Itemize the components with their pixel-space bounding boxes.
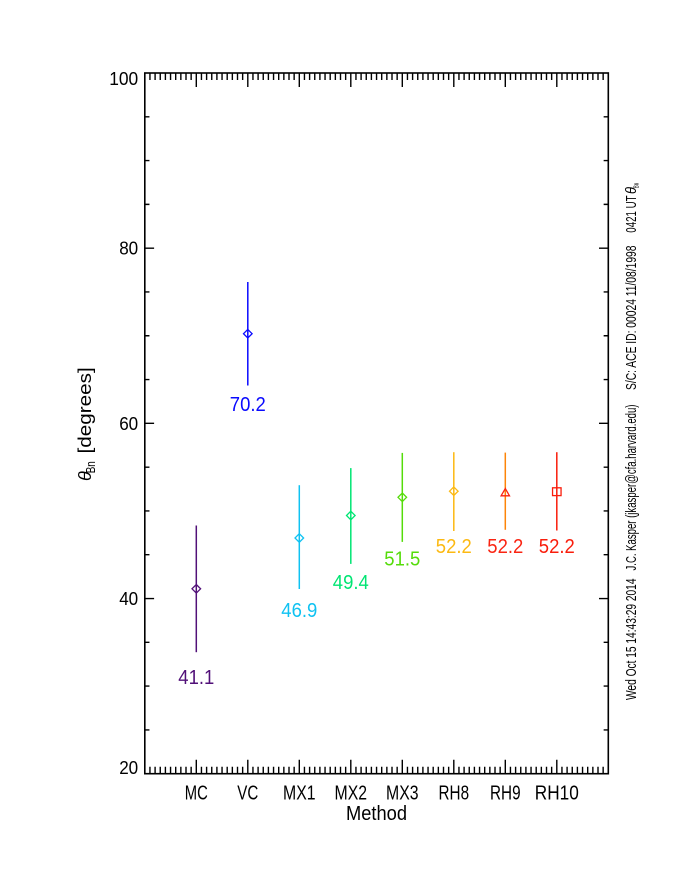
svg-text:52.2: 52.2 [539, 536, 575, 558]
svg-text:θBn [degrees]: θBn [degrees] [75, 367, 98, 481]
svg-text:RH9: RH9 [490, 782, 521, 804]
svg-text:52.2: 52.2 [436, 536, 472, 558]
svg-text:MX1: MX1 [283, 782, 316, 804]
svg-text:RH10: RH10 [535, 782, 579, 804]
svg-text:MX3: MX3 [386, 782, 419, 804]
svg-text:θ: θ [623, 187, 640, 194]
svg-text:VC: VC [237, 782, 258, 804]
svg-text:Bn: Bn [634, 183, 641, 189]
svg-text:Wed Oct 15 14:43:29 2014: Wed Oct 15 14:43:29 2014 [623, 579, 640, 701]
svg-text:52.2: 52.2 [487, 536, 523, 558]
svg-text:49.4: 49.4 [333, 572, 369, 594]
svg-text:J.C. Kasper (jkasper@cfa.harva: J.C. Kasper (jkasper@cfa.harvard.edu) [623, 405, 640, 571]
svg-text:RH8: RH8 [439, 782, 470, 804]
svg-text:51.5: 51.5 [384, 549, 420, 571]
svg-text:MX2: MX2 [335, 782, 368, 804]
svg-text:60: 60 [119, 414, 138, 434]
svg-text:Method: Method [346, 803, 407, 825]
svg-text:41.1: 41.1 [178, 667, 214, 689]
svg-text:20: 20 [119, 758, 138, 778]
svg-text:S/C: ACE ID: 00024 11/08/1998: S/C: ACE ID: 00024 11/08/1998 [623, 246, 640, 391]
svg-text:MC: MC [185, 782, 208, 804]
svg-text:40: 40 [119, 589, 138, 609]
svg-text:100: 100 [109, 69, 138, 89]
svg-text:0421 UT: 0421 UT [623, 196, 640, 233]
svg-text:80: 80 [119, 239, 138, 259]
svg-text:70.2: 70.2 [230, 394, 266, 416]
svg-text:46.9: 46.9 [281, 600, 317, 622]
